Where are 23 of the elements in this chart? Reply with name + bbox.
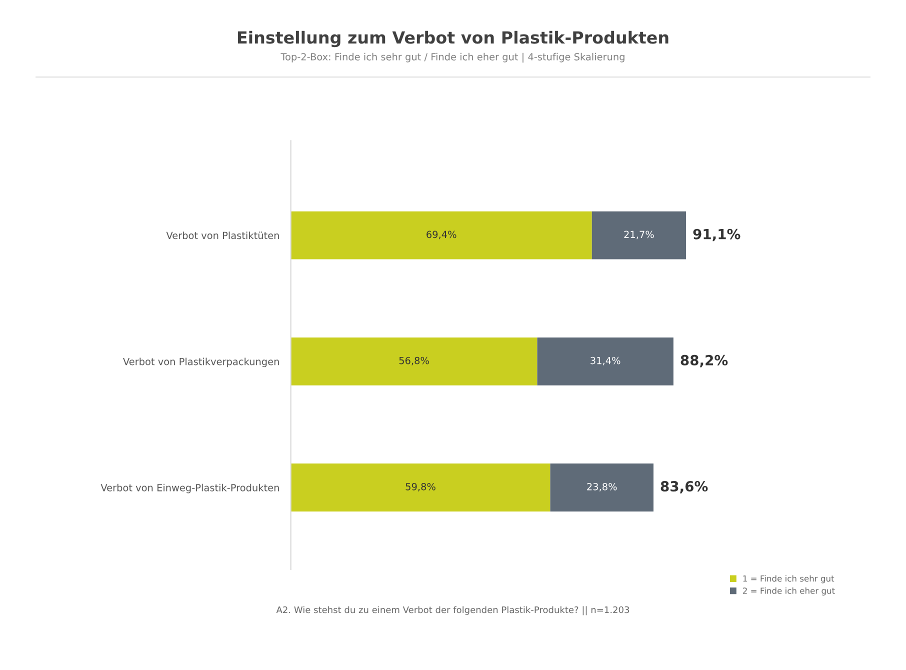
- chart-subtitle: Top-2-Box: Finde ich sehr gut / Finde ich eher gut | 4-stufige Skalierung: [280, 52, 624, 63]
- legend-label: 1 = Finde ich sehr gut: [743, 575, 834, 584]
- y-tick-label: Verbot von Plastikverpackungen: [123, 358, 279, 368]
- y-tick-label: Verbot von Einweg-Plastik-Produkten: [100, 484, 279, 494]
- legend-label: 2 = Finde ich eher gut: [742, 587, 835, 596]
- total-label: 88,2%: [680, 354, 728, 368]
- bar: [290, 337, 538, 386]
- total-label: 91,1%: [693, 228, 740, 242]
- data-label: 31,4%: [590, 356, 620, 366]
- bar: [290, 211, 592, 260]
- data-label: 69,4%: [426, 230, 456, 240]
- bar: [592, 211, 686, 260]
- data-label: 56,8%: [399, 356, 429, 366]
- chart-title: Einstellung zum Verbot von Plastik-Produkten: [238, 30, 668, 48]
- data-label: 23,8%: [587, 482, 617, 492]
- bar: [290, 464, 550, 512]
- y-tick-label: Verbot von Plastiktüten: [166, 232, 279, 240]
- data-label: 59,8%: [406, 482, 436, 492]
- data-label: 21,7%: [624, 230, 654, 240]
- bar: [537, 337, 674, 386]
- bar: [550, 464, 654, 512]
- total-label: 83,6%: [660, 481, 708, 494]
- text: A2. Wie stehst du zu einem Verbot der folgenden Plastik-Produkte? || n=1.203: [276, 606, 630, 616]
